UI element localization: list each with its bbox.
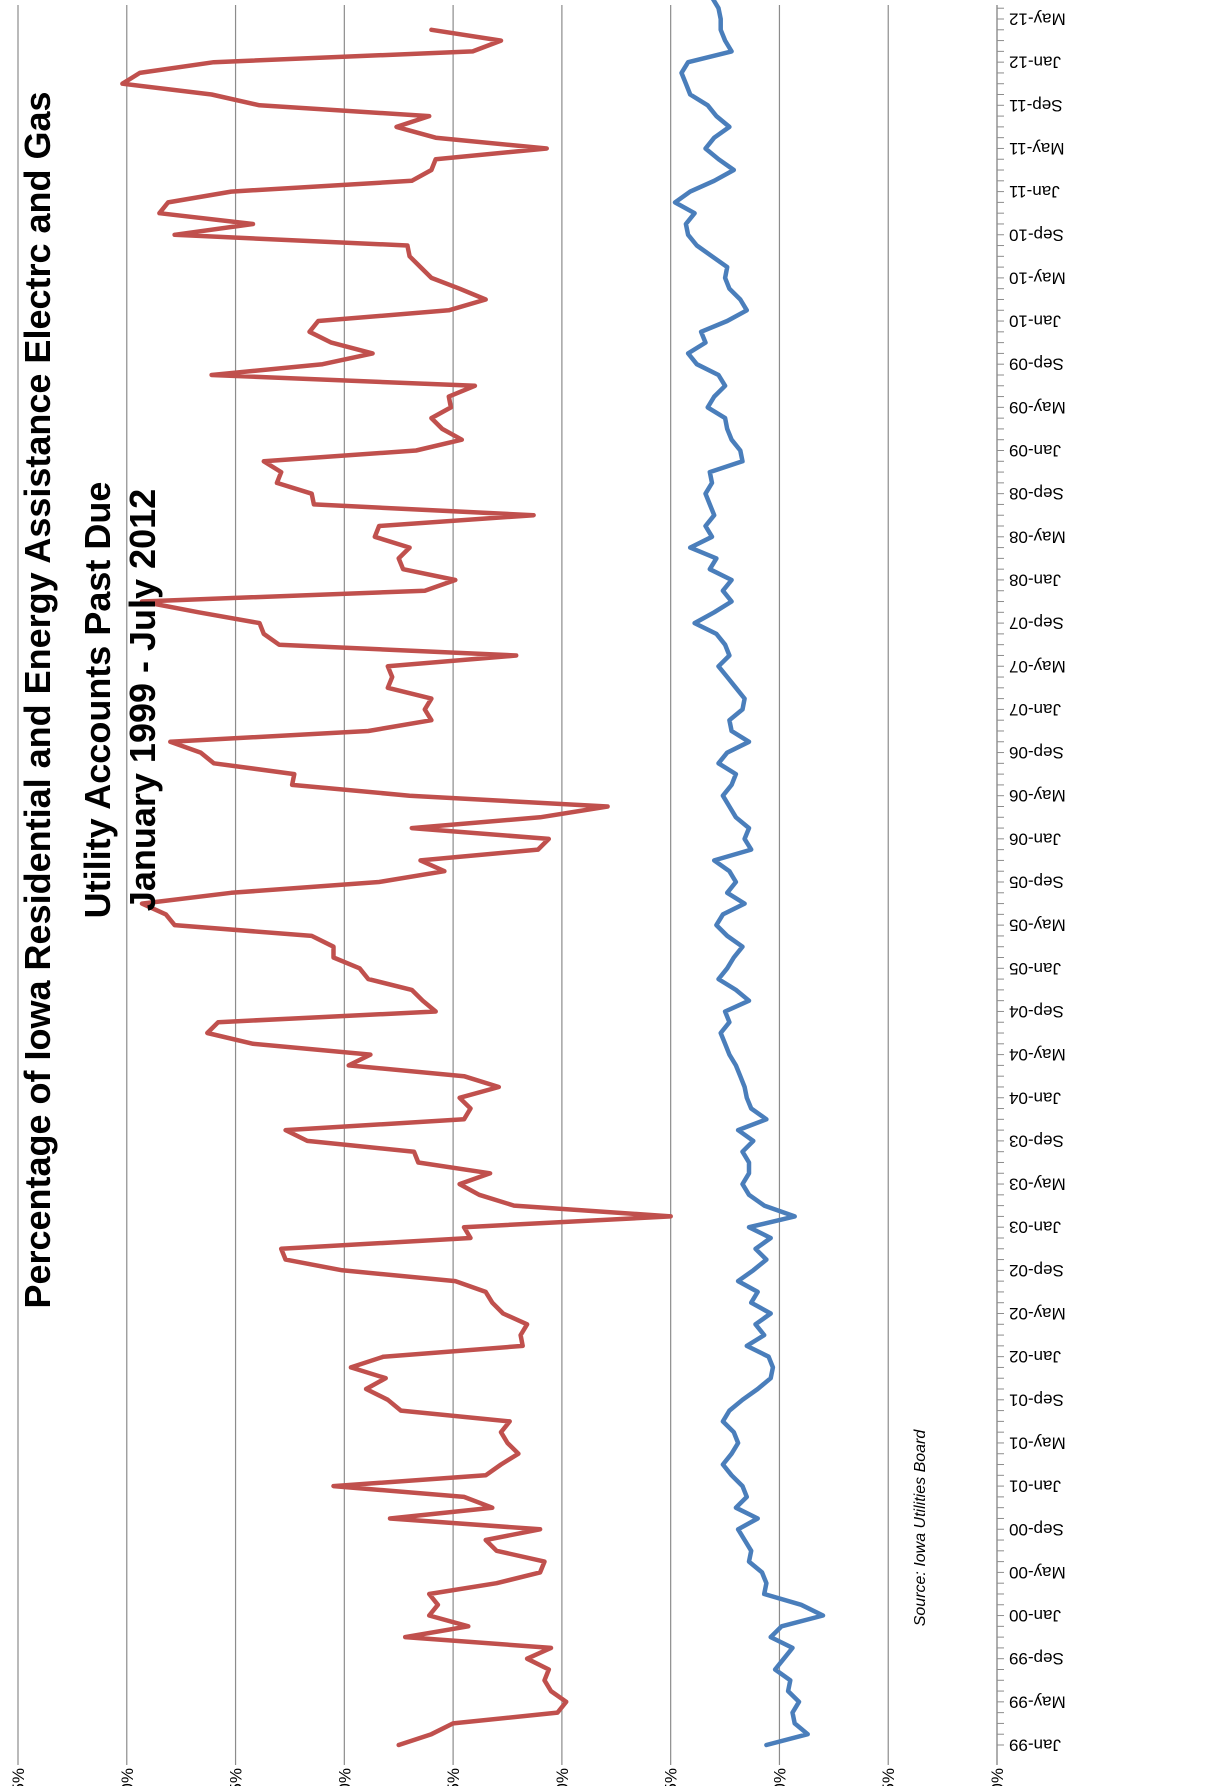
percent-tick-labels: 0% 5% 10% 15% 20% 25% 30% 35% 40% 45% bbox=[9, 1768, 1007, 1786]
source-note: Source: Iowa Utilities Board bbox=[912, 1429, 929, 1627]
percent-tick-label: 35% bbox=[227, 1768, 246, 1786]
month-tick-label: Sep-11 bbox=[1009, 96, 1063, 115]
percent-tick-label: 5% bbox=[879, 1768, 898, 1786]
month-tick-label: Jan-00 bbox=[1009, 1606, 1061, 1625]
month-tick-label: May-05 bbox=[1009, 916, 1066, 935]
month-tick-label: Sep-07 bbox=[1009, 614, 1064, 633]
percent-tick-label: 45% bbox=[9, 1768, 28, 1786]
month-tick-label: Jan-12 bbox=[1009, 53, 1061, 72]
chart-title-line-2: Utility Accounts Past Due bbox=[77, 482, 118, 919]
month-tick-label: Sep-02 bbox=[1009, 1261, 1064, 1280]
month-tick-label: Sep-08 bbox=[1009, 484, 1064, 503]
chart-title: Percentage of Iowa Residential and Energ… bbox=[17, 91, 163, 1308]
month-tick-label: May-12 bbox=[1009, 10, 1066, 29]
month-tick-label: May-08 bbox=[1009, 527, 1066, 546]
month-tick-label: Sep-00 bbox=[1009, 1520, 1064, 1539]
month-tick-label: May-10 bbox=[1009, 268, 1066, 287]
month-tick-label: May-07 bbox=[1009, 657, 1066, 676]
month-tick-label: Sep-10 bbox=[1009, 225, 1064, 244]
month-tick-label: Jan-03 bbox=[1009, 1218, 1061, 1237]
month-tick-label: Sep-03 bbox=[1009, 1131, 1064, 1150]
percent-tick-label: 40% bbox=[118, 1768, 137, 1786]
month-tick-label: May-00 bbox=[1009, 1563, 1066, 1582]
series-line-1 bbox=[120, 27, 673, 1748]
month-tick-label: Jan-11 bbox=[1009, 182, 1060, 201]
month-tick-label: Sep-09 bbox=[1009, 355, 1064, 374]
month-tick-label: Sep-04 bbox=[1009, 1002, 1064, 1021]
series-line-2 bbox=[672, 0, 826, 1748]
month-tick-label: Jan-09 bbox=[1009, 441, 1061, 460]
month-tick-label: Jan-10 bbox=[1009, 312, 1061, 331]
month-tick-label: Jan-05 bbox=[1009, 959, 1061, 978]
month-tick-label: May-06 bbox=[1009, 786, 1066, 805]
month-tick-label: May-01 bbox=[1009, 1433, 1066, 1452]
chart-title-line-3: January 1999 - July 2012 bbox=[122, 489, 163, 911]
month-tick-label: May-99 bbox=[1009, 1692, 1066, 1711]
percent-tick-label: 25% bbox=[444, 1768, 463, 1786]
month-tick-label: Sep-99 bbox=[1009, 1649, 1064, 1668]
month-tick-label: Sep-06 bbox=[1009, 743, 1064, 762]
axes bbox=[996, 5, 1004, 1765]
percent-tick-label: 10% bbox=[770, 1768, 789, 1786]
month-tick-label: Jan-08 bbox=[1009, 570, 1061, 589]
chart-title-line-1: Percentage of Iowa Residential and Energ… bbox=[17, 91, 58, 1308]
percent-tick-label: 20% bbox=[553, 1768, 572, 1786]
month-tick-label: Jan-04 bbox=[1009, 1088, 1061, 1107]
month-tick-label: Jan-02 bbox=[1009, 1347, 1061, 1366]
month-tick-label: Jan-06 bbox=[1009, 829, 1061, 848]
month-tick-labels: Jan-99 May-99 Sep-99 Jan-00 May-00 Sep-00 Jan-… bbox=[1009, 10, 1066, 1755]
percent-tick-label: 0% bbox=[988, 1768, 1007, 1786]
month-tick-label: Sep-01 bbox=[1009, 1390, 1064, 1409]
percent-tick-label: 15% bbox=[662, 1768, 681, 1786]
series-layer bbox=[120, 0, 826, 1748]
month-tick-label: Sep-05 bbox=[1009, 873, 1064, 892]
percent-tick-label: 30% bbox=[335, 1768, 354, 1786]
month-tick-label: Jan-99 bbox=[1009, 1736, 1061, 1755]
month-tick-label: May-02 bbox=[1009, 1304, 1066, 1323]
month-tick-label: Jan-07 bbox=[1009, 700, 1061, 719]
month-tick-label: Jan-01 bbox=[1009, 1477, 1061, 1496]
month-tick-label: May-04 bbox=[1009, 1045, 1066, 1064]
month-tick-label: May-03 bbox=[1009, 1175, 1066, 1194]
month-tick-label: May-09 bbox=[1009, 398, 1066, 417]
month-tick-label: May-11 bbox=[1009, 139, 1064, 158]
